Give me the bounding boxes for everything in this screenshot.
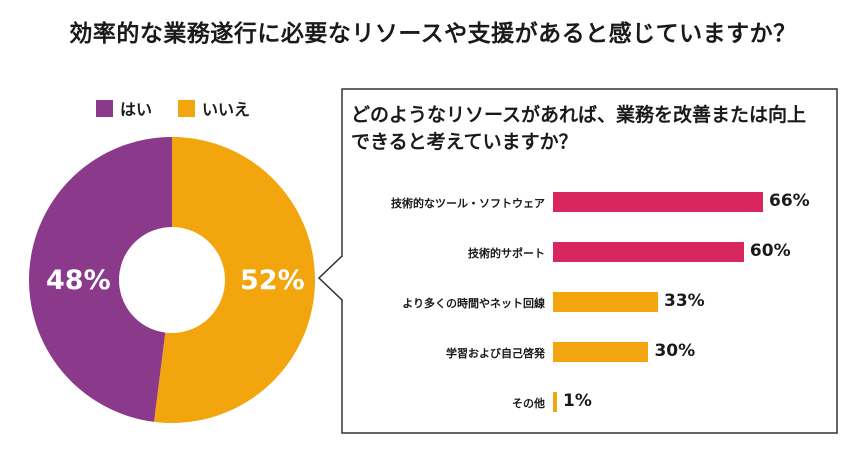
- legend-label-yes: はい: [120, 100, 153, 119]
- legend-swatch-no: [178, 99, 196, 117]
- bar-label: より多くの時間やネット回線: [402, 297, 545, 310]
- bar-label: 技術的なツール・ソフトウェア: [391, 197, 545, 210]
- legend-label-no: いいえ: [202, 100, 251, 119]
- bar-label: 技術的サポート: [468, 247, 545, 260]
- donut-slice-yes: [28, 137, 172, 422]
- bar-value-label: 66%: [769, 191, 810, 211]
- bar-value-label: 60%: [749, 241, 791, 261]
- bar-value-label: 1%: [563, 391, 592, 411]
- bar: [553, 192, 763, 212]
- legend-item-yes: はい: [96, 96, 152, 120]
- chart-title: 効率的な業務遂行に必要なリソースや支援があると感じていますか？: [69, 21, 797, 47]
- legend-swatch-yes: [96, 99, 113, 117]
- question-title: どのようなリソースがあれば、業務を改善または向上できると考えていますか？: [351, 104, 807, 153]
- bar: [553, 242, 744, 262]
- donut-label-no: 52%: [240, 265, 305, 296]
- bar: [553, 342, 649, 362]
- bar: [553, 292, 658, 312]
- legend-item-no: いいえ: [178, 96, 250, 120]
- bar-value-label: 30%: [654, 341, 696, 361]
- legend: はい いいえ: [96, 96, 276, 120]
- bar-label: 学習および自己啓発: [446, 347, 545, 360]
- bar: [553, 392, 557, 412]
- donut-label-yes: 48%: [46, 265, 111, 296]
- bar-label: その他: [512, 397, 545, 410]
- callout-panel: どのようなリソースがあれば、業務を改善または向上できると考えていますか？ 技術的…: [318, 88, 838, 434]
- donut-slice-no: [154, 137, 315, 423]
- donut-chart: [28, 137, 315, 423]
- bar-value-label: 33%: [664, 291, 705, 311]
